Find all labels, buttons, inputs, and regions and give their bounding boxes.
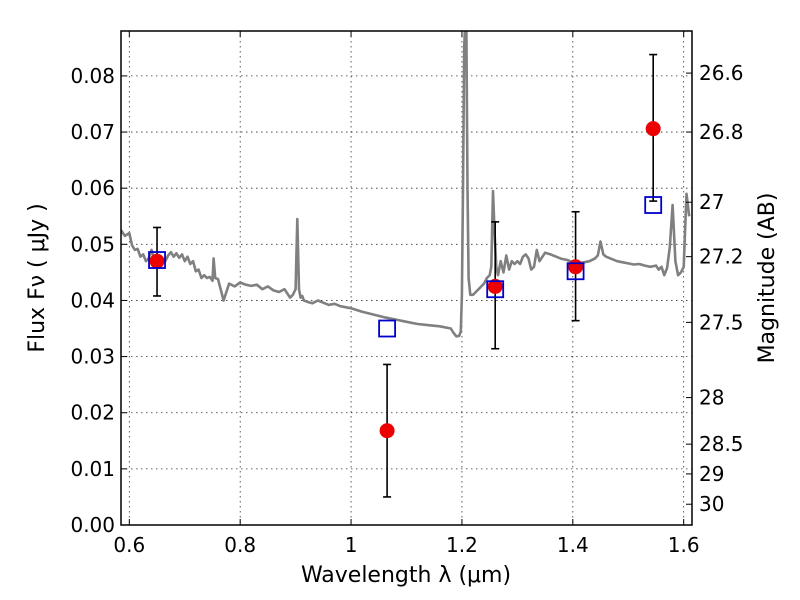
observed-point [149, 253, 165, 269]
y-tick-label: 0.00 [70, 513, 115, 537]
model-point [148, 251, 166, 269]
y2-tick-label: 26.8 [699, 120, 744, 144]
gridlines [121, 31, 692, 526]
x-tick-label: 1.2 [446, 533, 478, 557]
y2-tick-label: 26.6 [699, 61, 744, 85]
y2-tick-label: 30 [699, 492, 724, 516]
y2-tick-label: 27 [699, 190, 724, 214]
model-point [644, 196, 663, 214]
y2-tick-label: 29 [699, 462, 724, 486]
y2-tick-label: 28 [699, 386, 724, 410]
model-point [566, 262, 585, 281]
y-axis-title: Flux Fν ( μJy ) [25, 203, 50, 352]
y-tick-label: 0.04 [70, 288, 115, 312]
y-tick-label: 0.02 [70, 401, 115, 425]
y2-axis-title: Magnitude (AB) [755, 193, 780, 364]
observed-point [487, 278, 503, 294]
y-tick-label: 0.08 [70, 64, 115, 88]
y-tick-label: 0.06 [70, 176, 115, 200]
observed-point [568, 259, 584, 275]
x-tick-label: 1.6 [668, 533, 700, 557]
y2-tick-label: 27.2 [699, 245, 744, 269]
plot-frame [120, 30, 693, 526]
observed-point [645, 121, 661, 137]
x-tick-label: 0.8 [224, 533, 256, 557]
model-point [378, 319, 396, 338]
x-tick-label: 0.6 [113, 533, 145, 557]
x-axis-title: Wavelength λ (μm) [301, 563, 511, 588]
y-tick-label: 0.07 [70, 120, 115, 144]
model-point [486, 280, 505, 299]
y2-tick-label: 27.5 [699, 310, 744, 334]
y-tick-label: 0.01 [70, 457, 115, 481]
x-tick-label: 1 [345, 533, 358, 557]
y2-tick-label: 28.5 [699, 432, 744, 456]
plot-area [121, 31, 691, 498]
y-tick-label: 0.05 [70, 232, 115, 256]
observed-point [379, 423, 395, 439]
tick-labels: 0.6 0.8 1 1.2 1.4 1.6 0.00 0.01 0.02 0.03 0.04 0.05… [70, 61, 743, 557]
axis-ticks [121, 31, 692, 526]
spectrum-line [121, 31, 691, 338]
y-tick-label: 0.03 [70, 345, 115, 369]
x-tick-label: 1.4 [557, 533, 589, 557]
